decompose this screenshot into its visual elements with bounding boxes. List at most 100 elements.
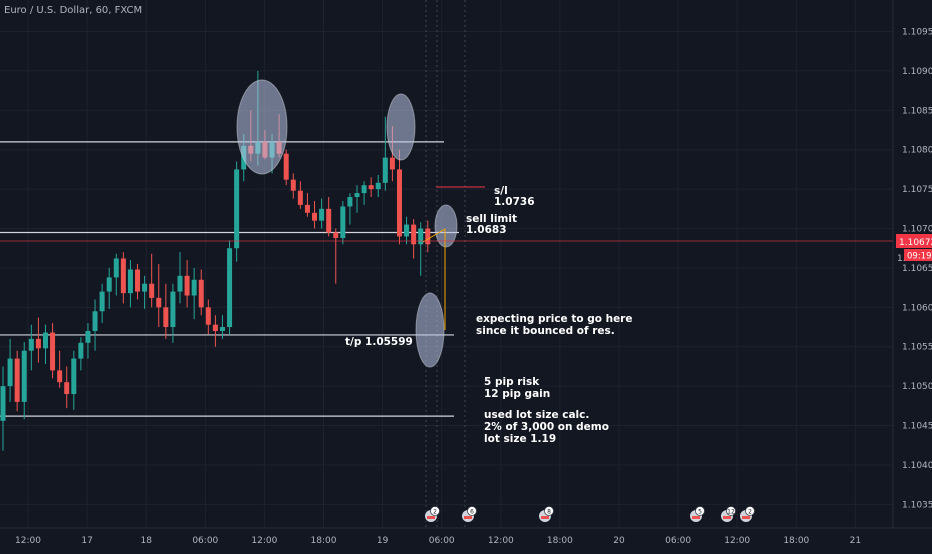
event-count-badge[interactable] — [726, 506, 736, 516]
take-profit-label[interactable]: t/p 1.05599 — [345, 336, 413, 348]
event-count-badge[interactable] — [544, 506, 554, 516]
candle-body — [57, 370, 63, 383]
expect-line-2[interactable]: since it bounced of res. — [476, 325, 615, 337]
time-tick-label: 18:00 — [783, 536, 809, 546]
text-annotations[interactable]: s/l 1.0736 sell limit 1.0683 expecting p… — [345, 185, 633, 445]
time-tick-label: 18:00 — [311, 536, 337, 546]
time-axis[interactable]: 12:00 17 18 06:00 12:00 18:00 19 06:00 12:00 18:0… — [15, 536, 861, 546]
event-flag-stripe — [541, 516, 549, 519]
event-count: 8 — [547, 509, 551, 516]
candle-body — [78, 342, 84, 359]
horizontal-levels[interactable] — [0, 141, 459, 417]
countdown-value: 09:19 — [907, 252, 932, 262]
right-top-ellipse[interactable] — [386, 93, 416, 161]
candle-body — [333, 232, 339, 238]
candle-body — [396, 169, 402, 237]
candle-body — [106, 277, 112, 292]
candle-body — [418, 228, 424, 245]
time-tick-label: 18:00 — [547, 536, 573, 546]
candle-body — [354, 193, 360, 198]
sell-limit-value[interactable]: 1.0683 — [466, 224, 507, 236]
event-count: 5 — [698, 509, 702, 516]
time-tick-label: 21 — [850, 536, 861, 546]
grid-lines — [0, 0, 893, 528]
candle-body — [99, 291, 105, 312]
symbol-title[interactable]: Euro / U.S. Dollar, 60, FXCM — [4, 5, 143, 16]
candle-body — [35, 338, 41, 349]
candle-body — [304, 204, 310, 213]
time-tick-label: 12:00 — [15, 536, 41, 546]
entry-arrow-line[interactable] — [422, 228, 446, 243]
candle-body — [368, 185, 374, 190]
event-count-badge[interactable] — [745, 506, 755, 516]
candle-body — [411, 224, 417, 245]
expect-line-1[interactable]: expecting price to go here — [476, 313, 633, 325]
time-tick-label: 06:00 — [665, 536, 691, 546]
current-price-value: 1.10672 — [899, 238, 932, 248]
lot-calc-line[interactable]: used lot size calc. — [484, 409, 589, 421]
candle-body — [177, 275, 183, 292]
lot-size-line[interactable]: lot size 1.19 — [484, 433, 556, 445]
event-count: 12 — [727, 509, 735, 516]
price-axis[interactable]: 1.10950 1.10900 1.10850 1.10800 1.10750 1.107… — [902, 28, 932, 511]
price-tick-label: 1.10800 — [902, 146, 932, 156]
time-tick-label: 12:00 — [488, 536, 514, 546]
annotation-lines[interactable] — [422, 186, 485, 330]
candle-body — [14, 358, 20, 402]
candle-body — [290, 179, 296, 191]
candle-body — [170, 291, 176, 328]
event-count-badge[interactable] — [430, 506, 440, 516]
candle-body — [71, 358, 77, 395]
candle-body — [382, 157, 388, 183]
price-tick-label: 1.10700 — [902, 225, 932, 235]
demo-account-line[interactable]: 2% of 3,000 on demo — [484, 421, 609, 433]
candle-body — [361, 185, 367, 194]
current-price-badge — [896, 234, 932, 248]
highlight-ellipses[interactable] — [236, 79, 458, 368]
risk-line[interactable]: 5 pip risk — [484, 376, 540, 388]
price-tick-label: 1.10600 — [902, 303, 932, 313]
candle-body — [64, 382, 70, 395]
candle-body — [85, 330, 91, 343]
sl-label[interactable]: s/l — [494, 185, 508, 197]
event-count-badge[interactable] — [695, 506, 705, 516]
time-tick-label: 12:00 — [251, 536, 277, 546]
current-price-tag: 1.10672 09:19 1. — [896, 234, 932, 264]
candle-body — [42, 332, 48, 349]
candle-body — [156, 297, 162, 308]
price-tick-label: 1.10850 — [902, 106, 932, 116]
sell-limit-ellipse[interactable] — [434, 204, 458, 248]
event-flag-stripe — [464, 516, 472, 519]
event-count: 2 — [748, 509, 752, 516]
candle-body — [425, 228, 431, 245]
candle-body — [149, 283, 155, 298]
price-tick-label: 1.10950 — [902, 28, 932, 38]
candle-body — [205, 307, 211, 325]
time-tick-label: 20 — [613, 536, 625, 546]
time-tick-label: 17 — [81, 536, 92, 546]
candle-body — [184, 275, 190, 296]
event-markers[interactable]: 2 6 8 5 12 2 — [424, 506, 755, 523]
left-top-ellipse[interactable] — [236, 79, 288, 175]
sell-limit-label[interactable]: sell limit — [466, 213, 517, 225]
event-count: 6 — [470, 509, 474, 516]
event-flag-stripe — [692, 516, 700, 519]
gain-line[interactable]: 12 pip gain — [484, 388, 550, 400]
candle-body — [340, 206, 346, 238]
candle-body — [283, 153, 289, 180]
candle-body — [28, 338, 34, 351]
price-tick-label: 1.10400 — [902, 461, 932, 471]
candle-body — [347, 197, 353, 207]
event-count-badge[interactable] — [467, 506, 477, 516]
candle-body — [50, 332, 56, 371]
take-profit-ellipse[interactable] — [415, 292, 445, 368]
event-flag-stripe — [742, 516, 750, 519]
countdown-badge — [904, 249, 932, 261]
candle-body — [326, 208, 332, 233]
sl-value[interactable]: 1.0736 — [494, 196, 535, 208]
time-tick-label: 06:00 — [192, 536, 218, 546]
price-tick-label: 1.10450 — [902, 422, 932, 432]
